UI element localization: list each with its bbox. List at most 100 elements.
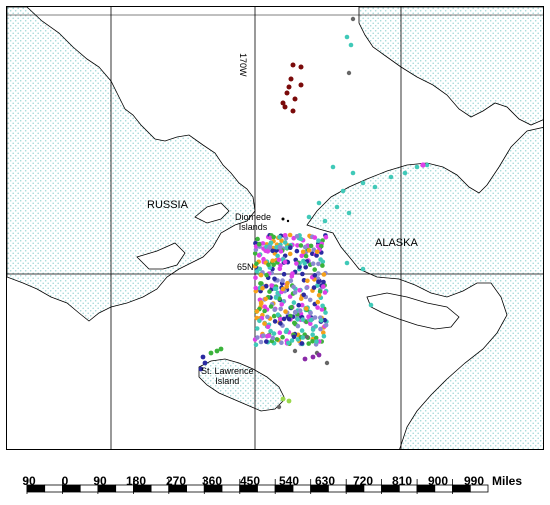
- telemetry-marker: [308, 243, 314, 249]
- telemetry-marker: [321, 272, 327, 277]
- telemetry-marker: [318, 326, 323, 332]
- telemetry-marker: [260, 241, 266, 246]
- telemetry-marker: [272, 319, 278, 324]
- telemetry-marker: [253, 275, 258, 281]
- telemetry-marker: [273, 295, 279, 300]
- telemetry-marker: [322, 290, 328, 295]
- norton-sound: [366, 292, 460, 330]
- telemetry-marker: [202, 360, 208, 366]
- st-lawrence-island: [198, 358, 286, 412]
- telemetry-marker: [291, 334, 297, 340]
- telemetry-marker: [256, 241, 262, 247]
- telemetry-marker: [266, 333, 272, 339]
- telemetry-marker: [268, 240, 274, 246]
- telemetry-marker: [294, 261, 299, 266]
- telemetry-marker: [287, 251, 293, 257]
- telemetry-marker: [300, 335, 306, 340]
- telemetry-marker: [286, 84, 292, 90]
- telemetry-marker: [198, 366, 204, 372]
- telemetry-marker: [271, 262, 277, 268]
- scale-segment: [221, 484, 241, 493]
- telemetry-marker: [270, 258, 276, 264]
- telemetry-marker: [306, 314, 311, 320]
- alaska-label: ALASKA: [375, 237, 418, 249]
- telemetry-marker: [319, 244, 324, 249]
- telemetry-marker: [321, 330, 326, 335]
- telemetry-marker: [287, 294, 293, 299]
- telemetry-marker: [286, 316, 292, 322]
- telemetry-marker: [306, 341, 312, 346]
- telemetry-marker: [414, 164, 420, 170]
- telemetry-marker: [284, 90, 290, 96]
- scale-tick-label-11: 900: [427, 474, 449, 488]
- scale-tick-label-12: 990: [463, 474, 485, 488]
- telemetry-marker: [282, 259, 288, 265]
- map-canvas[interactable]: RUSSIA ALASKA Diomede Islands St. Lawren…: [6, 6, 544, 450]
- telemetry-marker: [304, 306, 309, 311]
- telemetry-marker: [278, 306, 284, 312]
- telemetry-marker: [272, 307, 278, 313]
- russia-landmass: [7, 7, 256, 322]
- telemetry-marker: [298, 236, 304, 242]
- telemetry-marker: [297, 264, 302, 270]
- telemetry-marker: [280, 334, 285, 340]
- diomede-island: [281, 217, 285, 221]
- telemetry-marker: [321, 333, 327, 339]
- telemetry-marker: [319, 307, 325, 312]
- scale-tick-label-2: 90: [93, 474, 107, 488]
- telemetry-marker: [346, 70, 352, 76]
- telemetry-marker: [273, 286, 279, 292]
- telemetry-marker: [314, 339, 319, 344]
- telemetry-marker: [293, 309, 298, 315]
- telemetry-marker: [278, 316, 283, 322]
- scale-tick-label-6: 450: [239, 474, 261, 488]
- telemetry-marker: [299, 341, 305, 346]
- diomede-island-2: [286, 219, 290, 223]
- telemetry-marker: [279, 302, 285, 307]
- telemetry-marker: [317, 289, 323, 294]
- telemetry-marker: [280, 396, 286, 402]
- telemetry-marker: [257, 266, 263, 272]
- telemetry-marker: [306, 248, 312, 253]
- telemetry-marker: [277, 234, 282, 240]
- telemetry-marker: [276, 257, 282, 263]
- telemetry-marker: [294, 248, 300, 254]
- telemetry-marker: [274, 244, 279, 250]
- telemetry-marker: [316, 352, 322, 358]
- telemetry-marker: [346, 210, 352, 216]
- telemetry-marker: [288, 278, 294, 284]
- telemetry-marker: [286, 398, 292, 404]
- telemetry-marker: [316, 279, 321, 285]
- telemetry-marker: [292, 348, 298, 354]
- telemetry-marker: [302, 356, 308, 362]
- telemetry-marker: [310, 327, 316, 332]
- telemetry-marker: [294, 234, 300, 239]
- telemetry-marker: [291, 300, 297, 305]
- scale-tick-label-4: 270: [165, 474, 187, 488]
- telemetry-marker: [292, 96, 298, 102]
- scale-tick-label-5: 360: [201, 474, 223, 488]
- russia-bay-2: [194, 202, 230, 224]
- telemetry-marker: [288, 245, 293, 250]
- telemetry-marker: [258, 339, 264, 345]
- telemetry-marker: [298, 82, 304, 88]
- telemetry-marker: [297, 308, 303, 313]
- telemetry-marker: [264, 339, 269, 344]
- telemetry-marker: [310, 261, 316, 266]
- telemetry-marker: [302, 261, 308, 266]
- telemetry-marker: [304, 285, 310, 291]
- telemetry-marker: [258, 281, 263, 286]
- telemetry-marker: [402, 170, 408, 176]
- scale-bar: [26, 479, 489, 494]
- telemetry-marker: [300, 271, 305, 277]
- telemetry-marker: [262, 308, 267, 314]
- telemetry-marker: [340, 188, 346, 194]
- telemetry-marker: [200, 354, 206, 360]
- telemetry-marker: [254, 261, 259, 267]
- alaska-north: [358, 7, 543, 126]
- telemetry-marker: [306, 214, 312, 220]
- telemetry-marker: [315, 299, 321, 305]
- telemetry-marker: [301, 292, 307, 298]
- telemetry-marker: [350, 170, 356, 176]
- telemetry-marker: [263, 296, 269, 302]
